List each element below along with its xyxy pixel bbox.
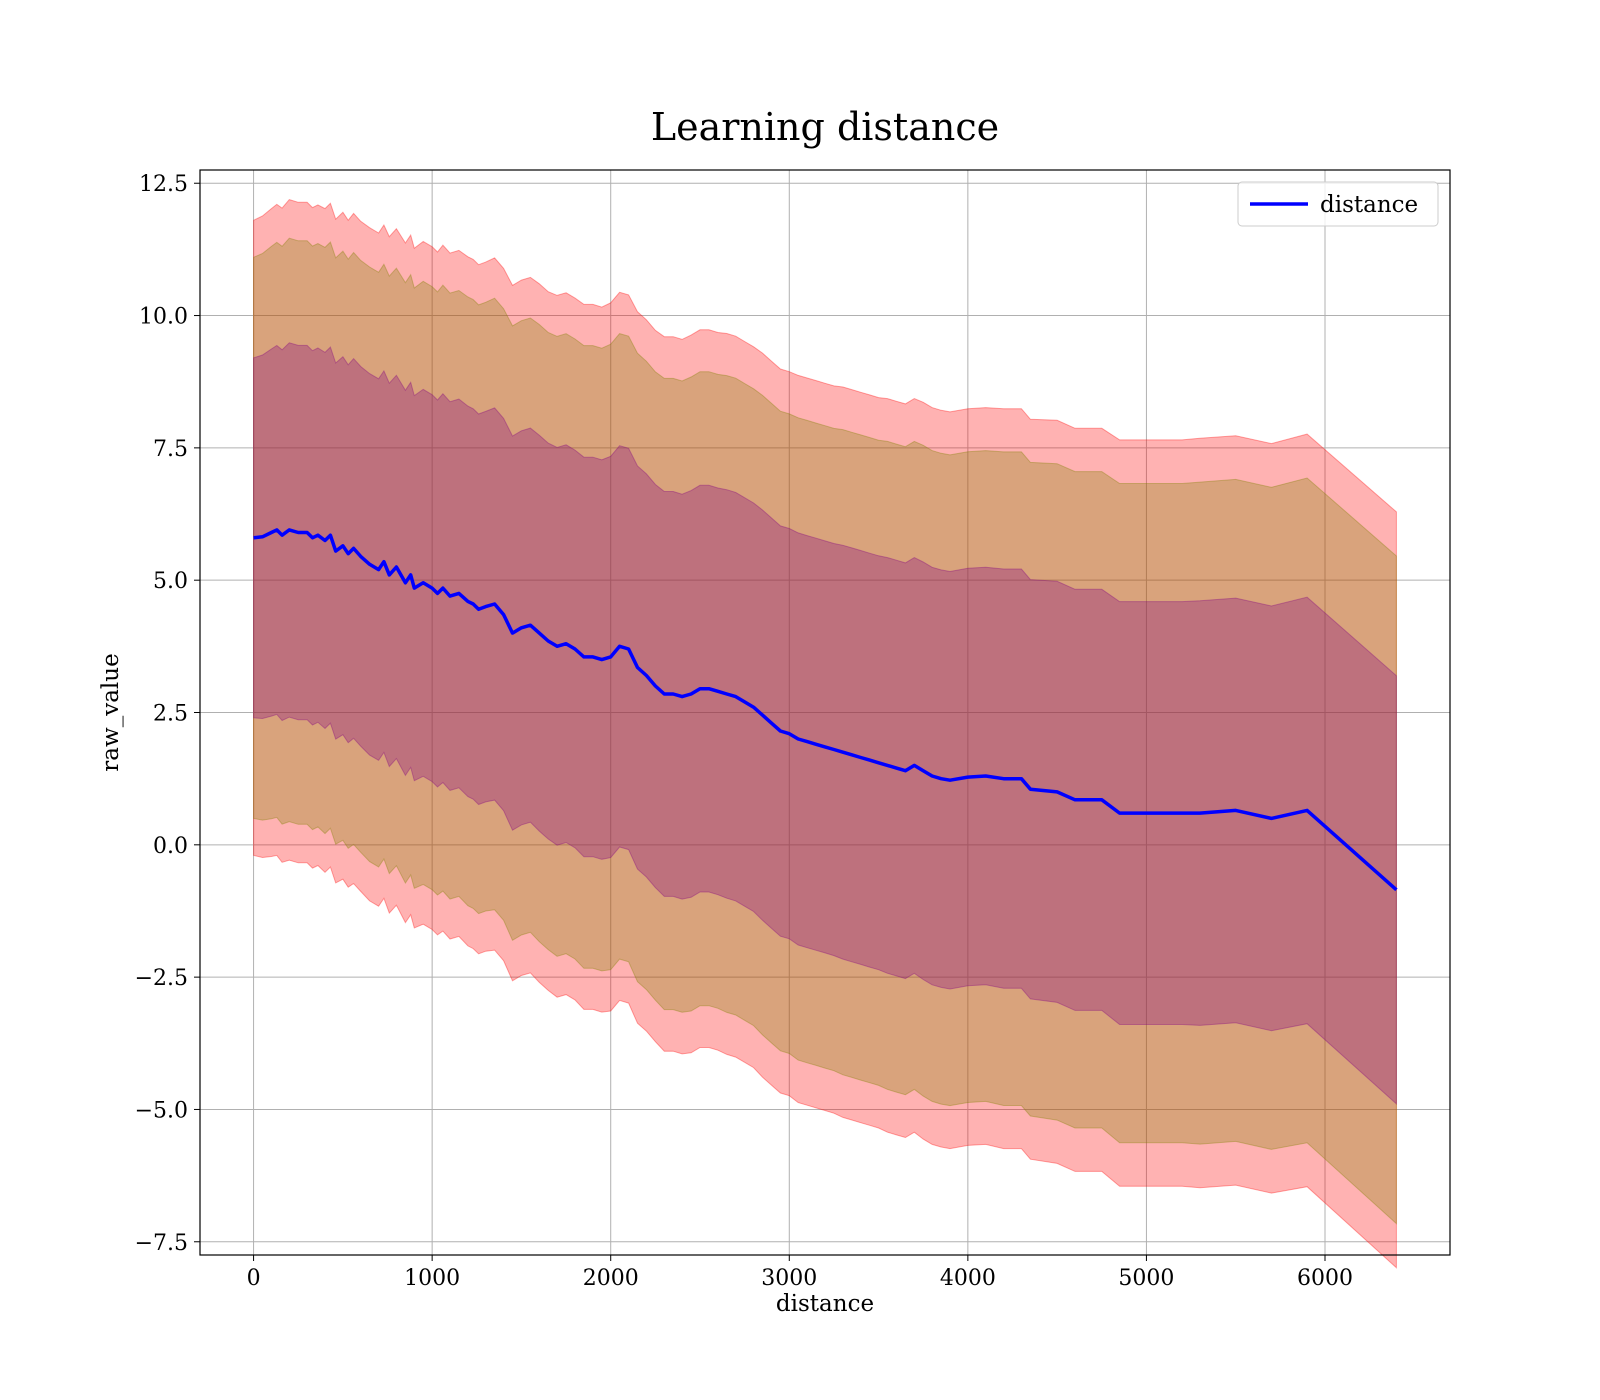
axis-ticks: 0 1000 2000 3000 4000 5000 6000 −7.5 −5.0 −2.5 0.0…: [135, 172, 1353, 1291]
band-0: [253, 199, 1397, 1269]
y-tick-label: −2.5: [135, 966, 188, 991]
x-tick-label: 3000: [761, 1266, 817, 1291]
x-tick-label: 2000: [583, 1266, 639, 1291]
y-tick-label: 0.0: [153, 834, 188, 859]
legend-label-distance: distance: [1320, 192, 1418, 218]
x-tick-label: 0: [247, 1266, 261, 1291]
x-tick-label: 1000: [404, 1266, 460, 1291]
band-1: [253, 237, 1397, 1225]
series-lines: [253, 528, 1398, 892]
y-tick-label: −5.0: [135, 1098, 188, 1123]
legend: distance: [1237, 181, 1439, 227]
chart-title: Learning distance: [651, 105, 999, 149]
legend-box: [1237, 181, 1439, 227]
y-tick-label: 2.5: [153, 702, 188, 727]
series-line-distance: [253, 528, 1398, 892]
y-tick-label: 12.5: [139, 172, 188, 197]
x-tick-label: 5000: [1118, 1266, 1174, 1291]
x-tick-label: 4000: [940, 1266, 996, 1291]
grid: [200, 170, 1450, 1255]
y-axis-label: raw_value: [98, 653, 124, 771]
band-2: [253, 342, 1397, 1106]
y-tick-label: 7.5: [153, 437, 188, 462]
confidence-bands: [253, 199, 1397, 1269]
x-axis-label: distance: [776, 1291, 874, 1317]
y-tick-label: 10.0: [139, 305, 188, 330]
y-tick-label: −7.5: [135, 1231, 188, 1256]
x-tick-label: 6000: [1297, 1266, 1353, 1291]
y-tick-label: 5.0: [153, 569, 188, 594]
